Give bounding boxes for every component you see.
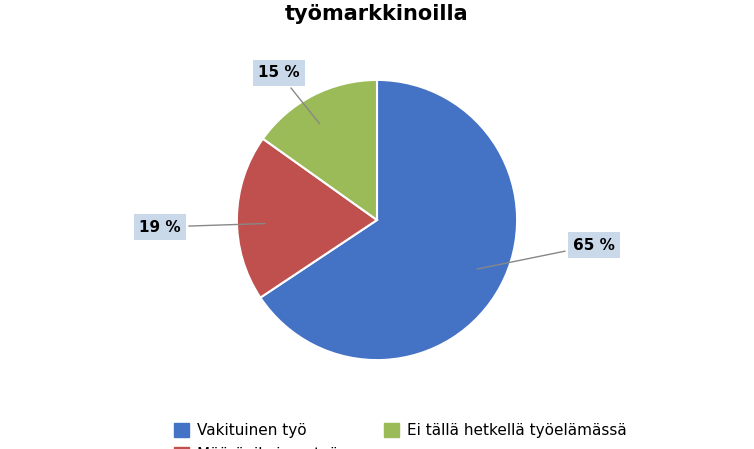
Wedge shape	[263, 80, 377, 220]
Wedge shape	[260, 80, 517, 360]
Text: 19 %: 19 %	[139, 220, 265, 234]
Wedge shape	[237, 139, 377, 298]
Title: Valmistuneiden maisterien asema
työmarkkinoilla: Valmistuneiden maisterien asema työmarkk…	[177, 0, 577, 24]
Legend: Vakituinen työ, Määräaikainen työ, Ei tällä hetkellä työelämässä: Vakituinen työ, Määräaikainen työ, Ei tä…	[167, 417, 633, 449]
Text: 65 %: 65 %	[477, 238, 615, 269]
Text: 15 %: 15 %	[258, 66, 320, 124]
